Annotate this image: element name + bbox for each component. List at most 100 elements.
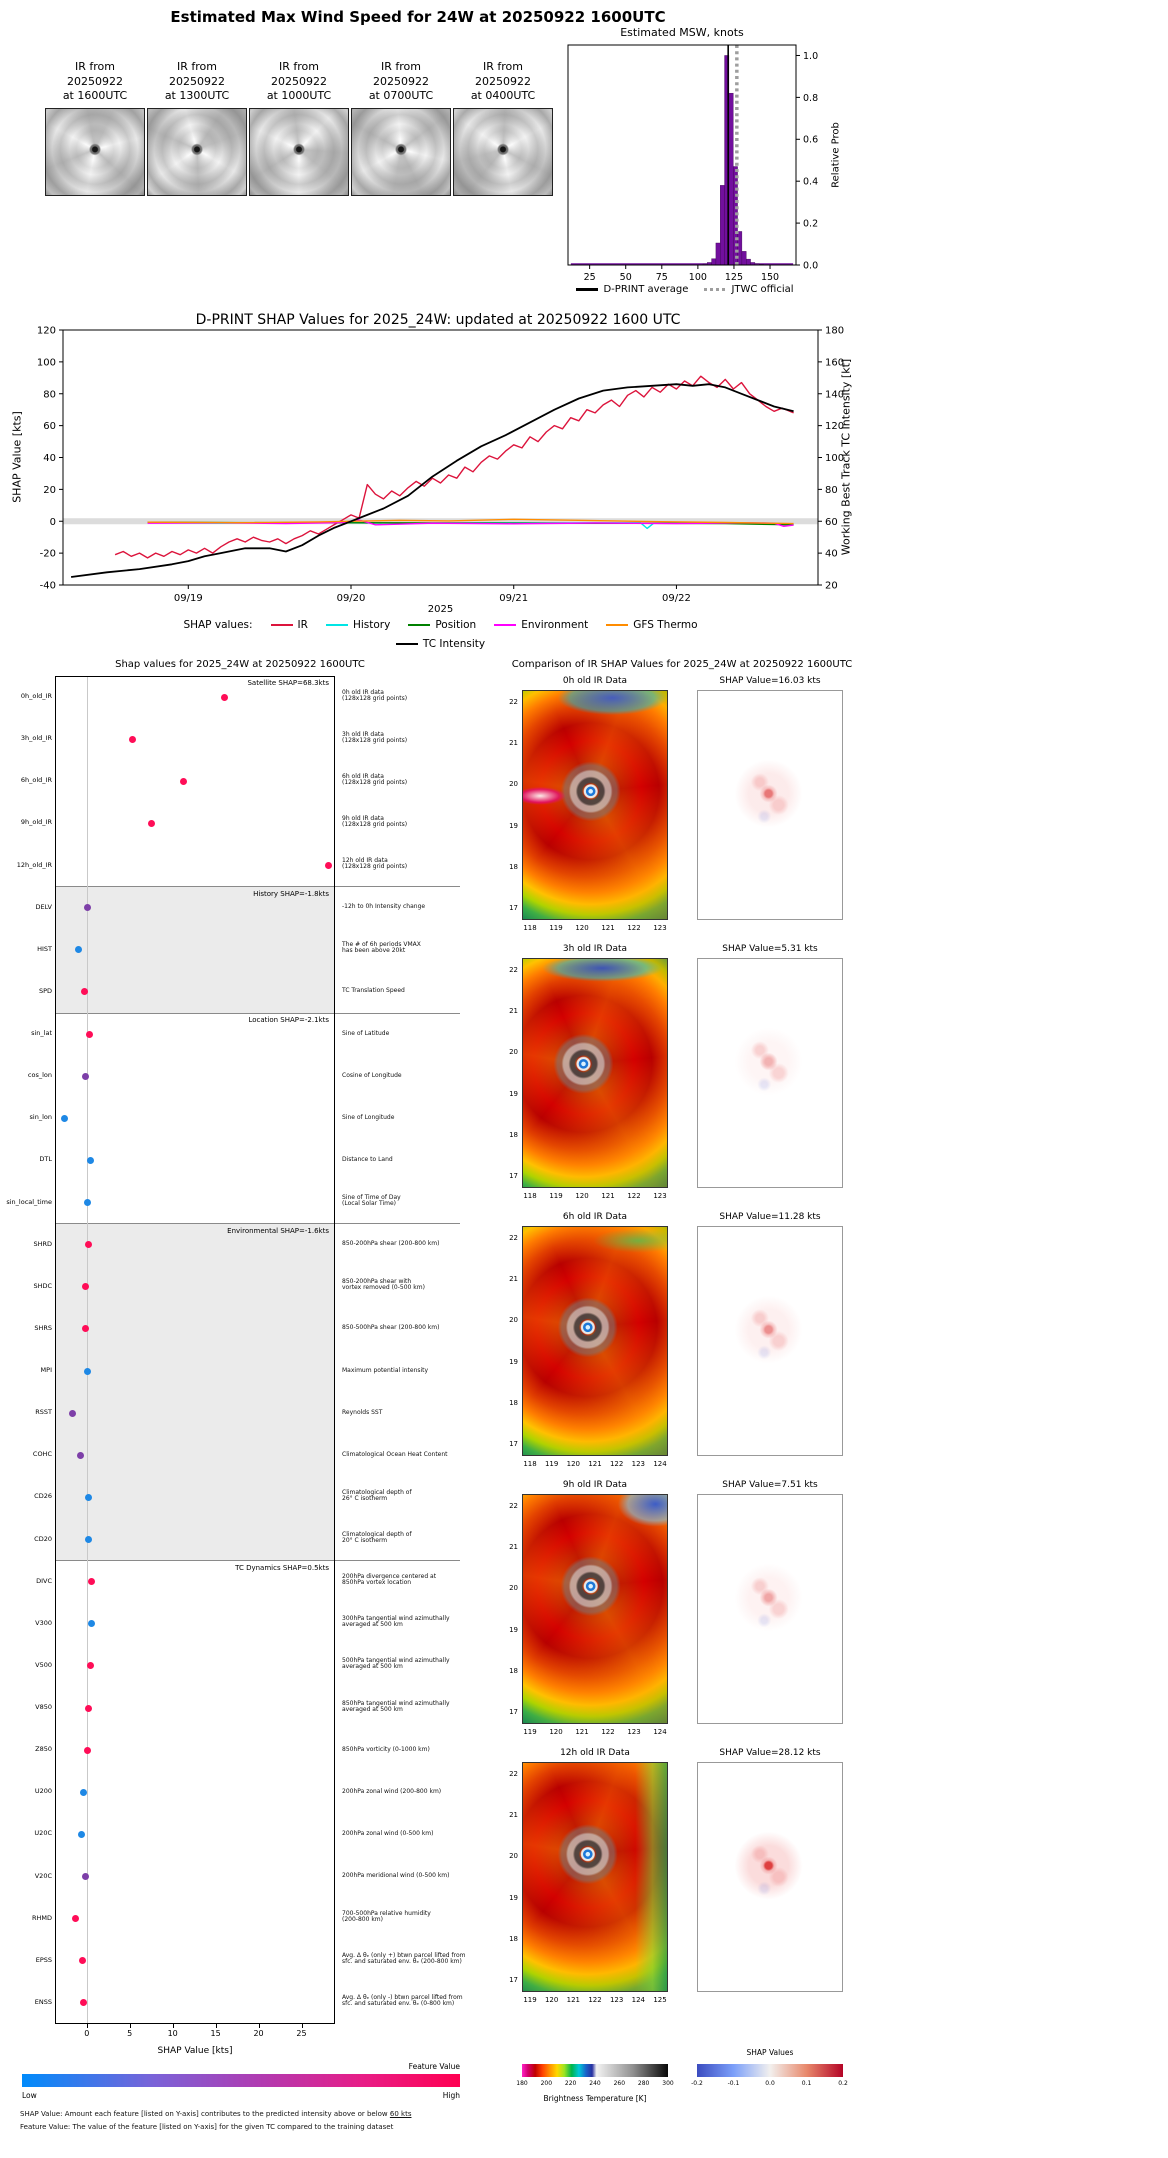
svg-text:0.2: 0.2 xyxy=(803,218,818,229)
feature-description: 200hPa divergence centered at 850hPa vort… xyxy=(342,1574,436,1586)
feature-label: sin_local_time xyxy=(6,1197,52,1206)
shap-dot xyxy=(220,693,228,701)
lat-tick-label: 17 xyxy=(509,1976,518,1984)
lon-tick-label: 121 xyxy=(588,1460,602,1468)
ir-thumbnail-label-line: at 0700UTC xyxy=(368,89,434,102)
lon-tick-label: 123 xyxy=(609,1996,624,2004)
ir-satellite-image xyxy=(249,108,349,196)
svg-text:20: 20 xyxy=(825,581,838,592)
svg-text:40: 40 xyxy=(825,549,838,560)
svg-text:100: 100 xyxy=(825,453,844,464)
ir-brightness-image xyxy=(522,1494,668,1724)
history-swatch xyxy=(325,623,348,627)
shap-heatmap-image xyxy=(697,1762,843,1992)
feature-description-line: 300hPa tangential wind azimuthally xyxy=(342,1615,450,1623)
bt-tick-label: 280 xyxy=(637,2080,650,2087)
shap-heatmap-image xyxy=(697,958,843,1188)
feature-description: 850hPa tangential wind azimuthally averag… xyxy=(342,1699,450,1713)
feature-description-line: 12h old IR data xyxy=(342,857,388,865)
lon-tick-label: 124 xyxy=(653,1460,667,1468)
feature-value-colorbar xyxy=(22,2074,460,2087)
feature-description: 12h old IR data (128x128 grid points) xyxy=(342,858,407,870)
legend-item-label: Position xyxy=(435,619,477,631)
group-shading xyxy=(55,886,335,1013)
feature-description: Avg. Δ θₑ (only -) btwn parcel lifted fr… xyxy=(342,1995,463,2007)
shap-dot xyxy=(74,946,82,954)
lat-tick-label: 22 xyxy=(509,1234,518,1242)
feature-description-line: 500hPa tangential wind azimuthally xyxy=(342,1657,450,1665)
lon-tick-label: 120 xyxy=(575,924,589,932)
feature-label: DIVC xyxy=(36,1576,52,1585)
feature-label: cos_lon xyxy=(27,1071,52,1080)
svg-text:0.4: 0.4 xyxy=(803,177,818,188)
shap-dot xyxy=(324,862,332,870)
svg-text:1.0: 1.0 xyxy=(803,51,818,62)
feature-label: V850 xyxy=(35,1703,52,1712)
bt-tick-label: 260 xyxy=(613,2080,626,2087)
ir-thumbnail: IR from 20250922 at 0700UTC xyxy=(351,60,451,196)
feature-label: sin_lon xyxy=(29,1113,52,1122)
histogram-title: Estimated MSW, knots xyxy=(620,26,744,39)
shap-dot xyxy=(78,1957,86,1965)
lon-tick-label: 125 xyxy=(653,1996,667,2004)
x-tick-label: 5 xyxy=(127,2029,133,2038)
svg-text:0.6: 0.6 xyxy=(803,135,818,146)
shap-dot xyxy=(79,1999,87,2007)
lon-tick-label: 124 xyxy=(653,1728,667,1736)
group-header: History SHAP=-1.8kts xyxy=(253,889,329,898)
feature-label: U200 xyxy=(34,1787,52,1796)
feature-description-line: Reynolds SST xyxy=(342,1408,383,1416)
feature-description: Reynolds SST xyxy=(342,1408,383,1416)
group-separator xyxy=(55,886,460,888)
ir-thumbnail-label-line: IR from xyxy=(75,60,115,73)
shap-dot xyxy=(85,1030,93,1038)
svg-text:-20: -20 xyxy=(40,549,56,560)
svg-text:40: 40 xyxy=(43,453,56,464)
axes-frame xyxy=(55,676,335,2024)
lat-tick-label: 21 xyxy=(509,1543,518,1552)
feature-description: -12h to 0h Intensity change xyxy=(342,904,425,910)
feature-description: Sine of Time of Day (Local Solar Time) xyxy=(342,1195,401,1207)
feature-description: Maximum potential intensity xyxy=(342,1367,428,1374)
shap-values-colorbar-title: SHAP Values xyxy=(746,2048,794,2057)
shap-dot xyxy=(88,1620,96,1628)
feature-description: 500hPa tangential wind azimuthally averag… xyxy=(342,1658,450,1670)
lon-tick-label: 122 xyxy=(609,1460,624,1468)
shap-feature-plot-title: Shap values for 2025_24W at 20250922 160… xyxy=(115,659,365,670)
shap-values-colorbar xyxy=(697,2064,843,2077)
brightness-temp-colorbar-title: Brightness Temperature [K] xyxy=(543,2094,647,2103)
feature-description-line: (128x128 grid points) xyxy=(342,778,408,786)
feature-label: V300 xyxy=(35,1618,52,1627)
lat-tick-label: 21 xyxy=(509,1811,518,1820)
shap-heatmap-image xyxy=(697,690,843,920)
shap-dot xyxy=(84,1367,92,1375)
ir-data-title: 9h old IR Data xyxy=(562,1480,628,1490)
group-header: Satellite SHAP=68.3kts xyxy=(247,679,329,687)
group-separator xyxy=(55,1223,460,1225)
timeseries-legend-row1: SHAP values: IR History Position Environment… xyxy=(63,619,818,631)
lat-tick-label: 17 xyxy=(509,1440,518,1448)
legend-item-label: History xyxy=(352,619,391,631)
feature-description: Sine of Latitude xyxy=(342,1030,389,1037)
lon-tick-label: 118 xyxy=(523,1460,537,1468)
lon-tick-label: 120 xyxy=(549,1728,563,1736)
feature-description-line: 9h old IR data xyxy=(342,814,384,822)
feature-description: Climatological depth of 20° C isotherm xyxy=(342,1532,412,1544)
feature-description-line: Cosine of Longitude xyxy=(342,1071,402,1079)
feature-description-line: 850hPa tangential wind azimuthally xyxy=(342,1699,450,1707)
svg-text:0.8: 0.8 xyxy=(803,93,818,104)
svg-text:120: 120 xyxy=(37,326,56,337)
feature-label: MPI xyxy=(40,1366,52,1375)
feature-label: 0h_old_IR xyxy=(20,692,52,701)
shap-dot xyxy=(68,1409,76,1417)
lon-tick-label: 122 xyxy=(627,1192,641,1200)
footnote-feature-value: Feature Value: The value of the feature … xyxy=(20,2123,393,2131)
svg-text:140: 140 xyxy=(825,389,844,400)
footnote-text: Feature Value: The value of the feature … xyxy=(20,2123,394,2131)
legend-item: Environment xyxy=(494,619,588,631)
legend-item: Position xyxy=(408,619,476,631)
x-tick xyxy=(215,2024,217,2028)
feature-description-line: averaged at 500 km xyxy=(342,1621,403,1629)
lon-tick-label: 123 xyxy=(631,1460,646,1468)
svg-text:150: 150 xyxy=(761,272,779,283)
